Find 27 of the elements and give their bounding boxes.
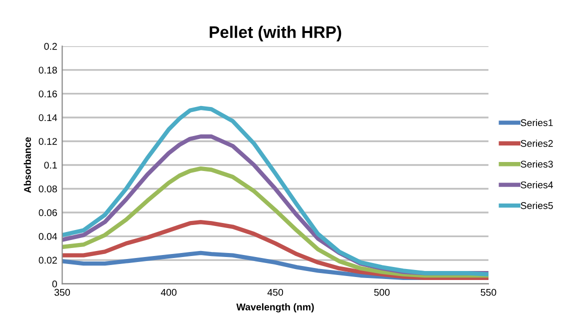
y-tick-label: 0 — [52, 280, 57, 288]
y-tick-label: 0.2 — [44, 42, 57, 50]
x-tick-label: 350 — [54, 288, 70, 296]
y-axis-title: Absorbance — [24, 137, 31, 193]
legend-label: Series1 — [520, 119, 553, 126]
line-series — [62, 106, 488, 276]
x-tick-label: 550 — [480, 288, 496, 296]
y-tick-label: 0.08 — [38, 185, 57, 192]
x-axis-title: Wavelength (nm) — [236, 303, 314, 312]
x-tick-label: 400 — [160, 288, 176, 296]
legend-label: Series5 — [520, 202, 553, 210]
chart-title: Pellet (with HRP) — [210, 26, 342, 42]
x-tick-label: 500 — [374, 288, 390, 296]
legend-label: Series3 — [520, 160, 553, 168]
line-series — [62, 166, 488, 278]
y-tick-label: 0.16 — [38, 90, 57, 98]
y-tick-label: 0.04 — [38, 233, 58, 240]
y-tick-label: 0.1 — [44, 162, 57, 169]
y-tick-label: 0.14 — [38, 114, 58, 122]
y-tick-label: 0.02 — [38, 256, 57, 264]
legend-label: Series4 — [520, 181, 553, 188]
y-tick-label: 0.12 — [38, 138, 57, 145]
legend-label: Series2 — [520, 140, 553, 147]
x-tick-label: 450 — [267, 288, 284, 296]
y-tick-label: 0.06 — [38, 209, 57, 216]
line-series — [62, 220, 488, 280]
y-tick-label: 0.18 — [38, 66, 57, 74]
